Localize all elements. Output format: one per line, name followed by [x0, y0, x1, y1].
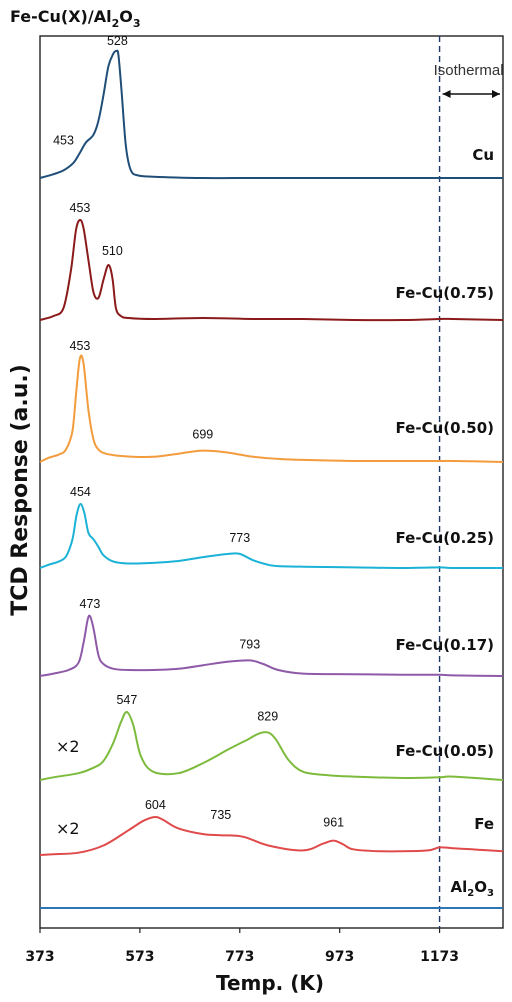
series-cu: 453 528 Cu	[39, 34, 503, 180]
isothermal-label: Isothermal	[434, 62, 504, 79]
peak-label: 793	[239, 637, 260, 651]
series-line	[39, 354, 504, 463]
isothermal-arrow-right	[492, 90, 500, 98]
series-name-label: Fe-Cu(0.05)	[396, 742, 494, 760]
series-line	[39, 711, 504, 781]
peak-label: 453	[70, 201, 91, 215]
chart-title: Fe-Cu(X)/Al2O3	[10, 7, 141, 30]
series-name-label: Fe-Cu(0.17)	[396, 636, 494, 654]
series-al2o3: Al2O3	[39, 878, 503, 910]
peak-label: 829	[257, 709, 278, 723]
series-line	[39, 49, 503, 180]
plot-frame	[39, 35, 504, 929]
peak-label: 735	[210, 808, 231, 822]
series-name-label: Fe-Cu(0.25)	[396, 529, 494, 547]
series-line	[39, 815, 504, 856]
peak-label: 547	[116, 693, 137, 707]
x-tick-label: 1173	[420, 949, 459, 965]
series-fe-cu-0-05-: 547 829 Fe-Cu(0.05) ×2	[39, 693, 504, 781]
multiplier-label: ×2	[56, 819, 80, 838]
x-tick-label: 973	[325, 949, 354, 965]
multiplier-label: ×2	[56, 737, 80, 756]
series-name-label: Al2O3	[451, 878, 495, 899]
peak-label: 961	[323, 816, 344, 830]
x-tick-label: 773	[225, 949, 254, 965]
peak-label: 473	[80, 597, 101, 611]
series-fe-cu-0-25-: 454 773 Fe-Cu(0.25)	[39, 485, 504, 570]
peak-label: 454	[70, 485, 91, 499]
series-name-label: Fe-Cu(0.75)	[396, 284, 494, 302]
peak-label: 453	[70, 339, 91, 353]
x-tick-label: 573	[125, 949, 154, 965]
series-name-label: Fe-Cu(0.50)	[396, 419, 494, 437]
x-axis-title: Temp. (K)	[216, 971, 324, 995]
series-layer: 453 528 Cu 453 510 Fe-Cu(0.75) 453 699 Fe-Cu(0.5…	[39, 34, 504, 910]
series-line	[39, 614, 504, 677]
peak-label: 453	[53, 134, 74, 148]
series-name-label: Fe	[474, 815, 494, 833]
peak-label: 604	[145, 798, 166, 812]
series-fe-cu-0-17-: 473 793 Fe-Cu(0.17)	[39, 597, 504, 677]
peak-label: 510	[102, 244, 123, 258]
peak-label: 528	[107, 34, 128, 48]
isothermal-arrow-left	[442, 90, 451, 98]
series-fe-cu-0-50-: 453 699 Fe-Cu(0.50)	[39, 339, 504, 463]
peak-label: 699	[192, 428, 213, 442]
series-line	[39, 503, 504, 570]
x-tick-label: 373	[25, 949, 54, 965]
series-fe-cu-0-75-: 453 510 Fe-Cu(0.75)	[39, 201, 504, 322]
series-line	[39, 218, 504, 322]
isothermal-arrow	[442, 90, 500, 98]
y-axis-title: TCD Response (a.u.)	[8, 364, 33, 616]
series-name-label: Cu	[472, 146, 494, 164]
series-fe: 604 735 961 Fe ×2	[39, 798, 504, 856]
x-ticks: 373 573 773 973 1173	[25, 928, 459, 965]
peak-label: 773	[229, 531, 250, 545]
